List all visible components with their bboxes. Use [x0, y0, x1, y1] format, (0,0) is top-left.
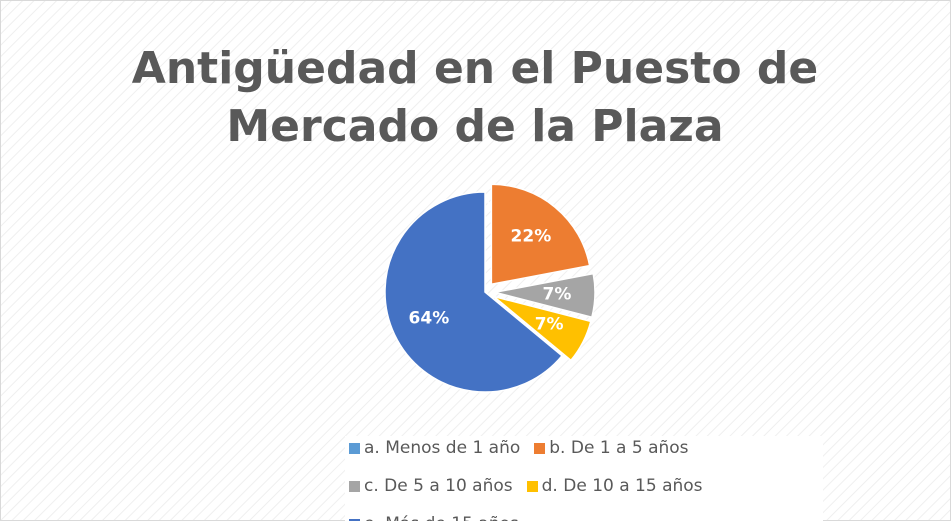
- legend-label: c. De 5 a 10 años: [364, 476, 513, 496]
- legend: a. Menos de 1 año b. De 1 a 5 años c. De 5…: [345, 436, 823, 521]
- data-label: 22%: [511, 227, 552, 247]
- pie-slice: [493, 295, 592, 362]
- legend-swatch: [526, 480, 538, 492]
- pie: 0%22%7%7%64%: [384, 183, 596, 393]
- legend-swatch: [349, 518, 360, 521]
- pie-slice: [384, 191, 564, 393]
- legend-item: d. De 10 a 15 años: [526, 476, 703, 496]
- legend-label: e. Más de 15 años: [364, 514, 519, 521]
- legend-item: b. De 1 a 5 años: [534, 438, 689, 458]
- legend-swatch: [349, 442, 360, 454]
- legend-label: d. De 10 a 15 años: [541, 476, 703, 496]
- legend-label: b. De 1 a 5 años: [549, 438, 689, 458]
- data-label: 7%: [543, 284, 572, 304]
- legend-item: e. Más de 15 años: [349, 514, 519, 521]
- legend-swatch: [349, 480, 360, 492]
- legend-swatch: [534, 442, 546, 454]
- pie-slice: [494, 272, 596, 319]
- legend-label: a. Menos de 1 año: [364, 438, 521, 458]
- legend-item: a. Menos de 1 año: [349, 438, 520, 458]
- data-label: 64%: [409, 308, 450, 328]
- chart-title: Antigüedad en el Puesto de Mercado de la…: [131, 43, 819, 152]
- data-label: 7%: [535, 315, 564, 335]
- pie-slice: [490, 183, 591, 286]
- legend-item: c. De 5 a 10 años: [349, 476, 513, 496]
